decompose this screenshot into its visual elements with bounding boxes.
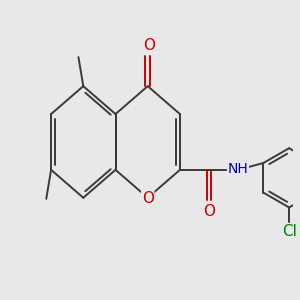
Text: O: O xyxy=(203,204,215,219)
Text: O: O xyxy=(142,191,154,206)
Text: O: O xyxy=(143,38,155,53)
Text: Cl: Cl xyxy=(282,224,296,238)
Text: NH: NH xyxy=(227,162,248,176)
